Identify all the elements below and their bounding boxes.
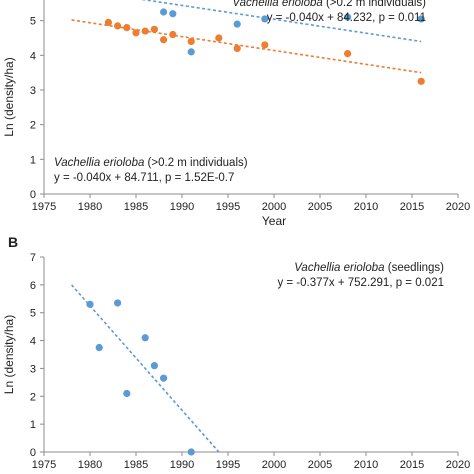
x-tick-label: 2020 [446, 459, 470, 471]
data-point [95, 343, 103, 352]
data-point [114, 22, 122, 30]
data-point [233, 20, 241, 28]
data-point [417, 15, 425, 23]
y-tick-label: 4 [30, 50, 36, 62]
data-point [187, 448, 195, 456]
data-point [86, 300, 94, 308]
data-point [123, 24, 131, 32]
y-axis-label: Ln (density/ha) [2, 315, 16, 394]
data-point [187, 48, 195, 56]
y-tick-label: 2 [30, 120, 36, 132]
x-tick-label: 1995 [216, 459, 240, 471]
x-tick-label: 2005 [308, 201, 332, 213]
y-tick-label: 5 [30, 308, 36, 320]
data-point [160, 8, 168, 16]
annotation-equation: y = -0.040x + 84.232, p = 0.011 [267, 12, 426, 24]
annotation-species: Vachellia erioloba [294, 262, 384, 274]
data-point [344, 13, 352, 21]
x-tick-label: 1985 [124, 201, 148, 213]
annotation-qualifier: (>0.2 m individuals) [144, 157, 247, 169]
x-tick-label: 1980 [78, 459, 102, 471]
data-point [215, 34, 223, 42]
y-tick-label: 1 [30, 419, 36, 431]
data-point [160, 36, 168, 44]
x-tick-label: 2015 [400, 459, 424, 471]
data-point [114, 299, 122, 307]
trend-line [71, 19, 422, 74]
data-point [141, 334, 149, 342]
x-tick-label: 1975 [32, 201, 56, 213]
y-tick-label: 4 [30, 336, 36, 348]
x-tick-label: 2000 [262, 201, 286, 213]
x-tick-label: 2010 [354, 459, 378, 471]
data-point [150, 362, 158, 370]
data-point [123, 389, 131, 398]
y-tick-label: 0 [30, 447, 36, 459]
panel-a-chart: 1975 1980 1985 1990 1995 2000 2005 2010 2015 2020… [2, 0, 470, 228]
y-tick-label: 7 [30, 252, 36, 264]
y-tick-label: 5 [30, 16, 36, 28]
data-point [261, 41, 269, 49]
data-point [344, 50, 352, 58]
data-point [150, 25, 158, 33]
annotation-title: Vachellia erioloba (seedlings) [294, 262, 444, 274]
y-tick-label: 1 [30, 154, 36, 166]
x-tick-label: 2020 [446, 201, 470, 213]
annotation-qualifier: (>0.2 m individuals) [323, 0, 426, 9]
data-point [169, 30, 177, 39]
trend-line [140, 0, 422, 43]
x-tick-label: 2005 [308, 459, 332, 471]
x-axis-label: Year [262, 214, 286, 228]
annotation-species: Vachellia erioloba [54, 157, 144, 169]
y-tick-label: 6 [30, 280, 36, 292]
data-point [169, 10, 177, 18]
x-tick-label: 1995 [216, 201, 240, 213]
panel-label: B [8, 234, 18, 250]
data-point [104, 18, 112, 26]
annotation-equation: y = -0.040x + 84.711, p = 1.52E-0.7 [54, 172, 234, 184]
annotation-species: Vachellia erioloba [232, 0, 322, 9]
data-point [417, 77, 425, 85]
y-tick-label: 3 [30, 363, 36, 375]
x-tick-label: 1990 [170, 201, 194, 213]
data-point [132, 29, 140, 37]
y-tick-label: 0 [30, 189, 36, 201]
x-tick-label: 1985 [124, 459, 148, 471]
annotation-equation: y = -0.377x + 752.291, p = 0.021 [277, 277, 444, 289]
y-tick-label: 2 [30, 391, 36, 403]
data-point [233, 44, 241, 53]
x-tick-label: 1980 [78, 201, 102, 213]
y-axis-label: Ln (density/ha) [2, 57, 16, 136]
trend-line [70, 284, 220, 453]
data-point [141, 27, 149, 35]
panel-b-chart: 1975 1980 1985 1990 1995 2000 2005 2010 2015 2020… [2, 234, 470, 471]
x-tick-label: 2015 [400, 201, 424, 213]
x-tick-label: 1975 [32, 459, 56, 471]
annotation-title: Vachellia erioloba (>0.2 m individuals) [54, 157, 248, 169]
annotation-qualifier: (seedlings) [385, 262, 445, 274]
data-point [187, 37, 195, 46]
y-tick-label: 3 [30, 85, 36, 97]
data-point [261, 15, 269, 23]
data-point [160, 374, 168, 382]
annotation-title: Vachellia erioloba (>0.2 m individuals) [232, 0, 426, 9]
x-tick-label: 2010 [354, 201, 378, 213]
x-tick-label: 1990 [170, 459, 194, 471]
x-tick-label: 2000 [262, 459, 286, 471]
